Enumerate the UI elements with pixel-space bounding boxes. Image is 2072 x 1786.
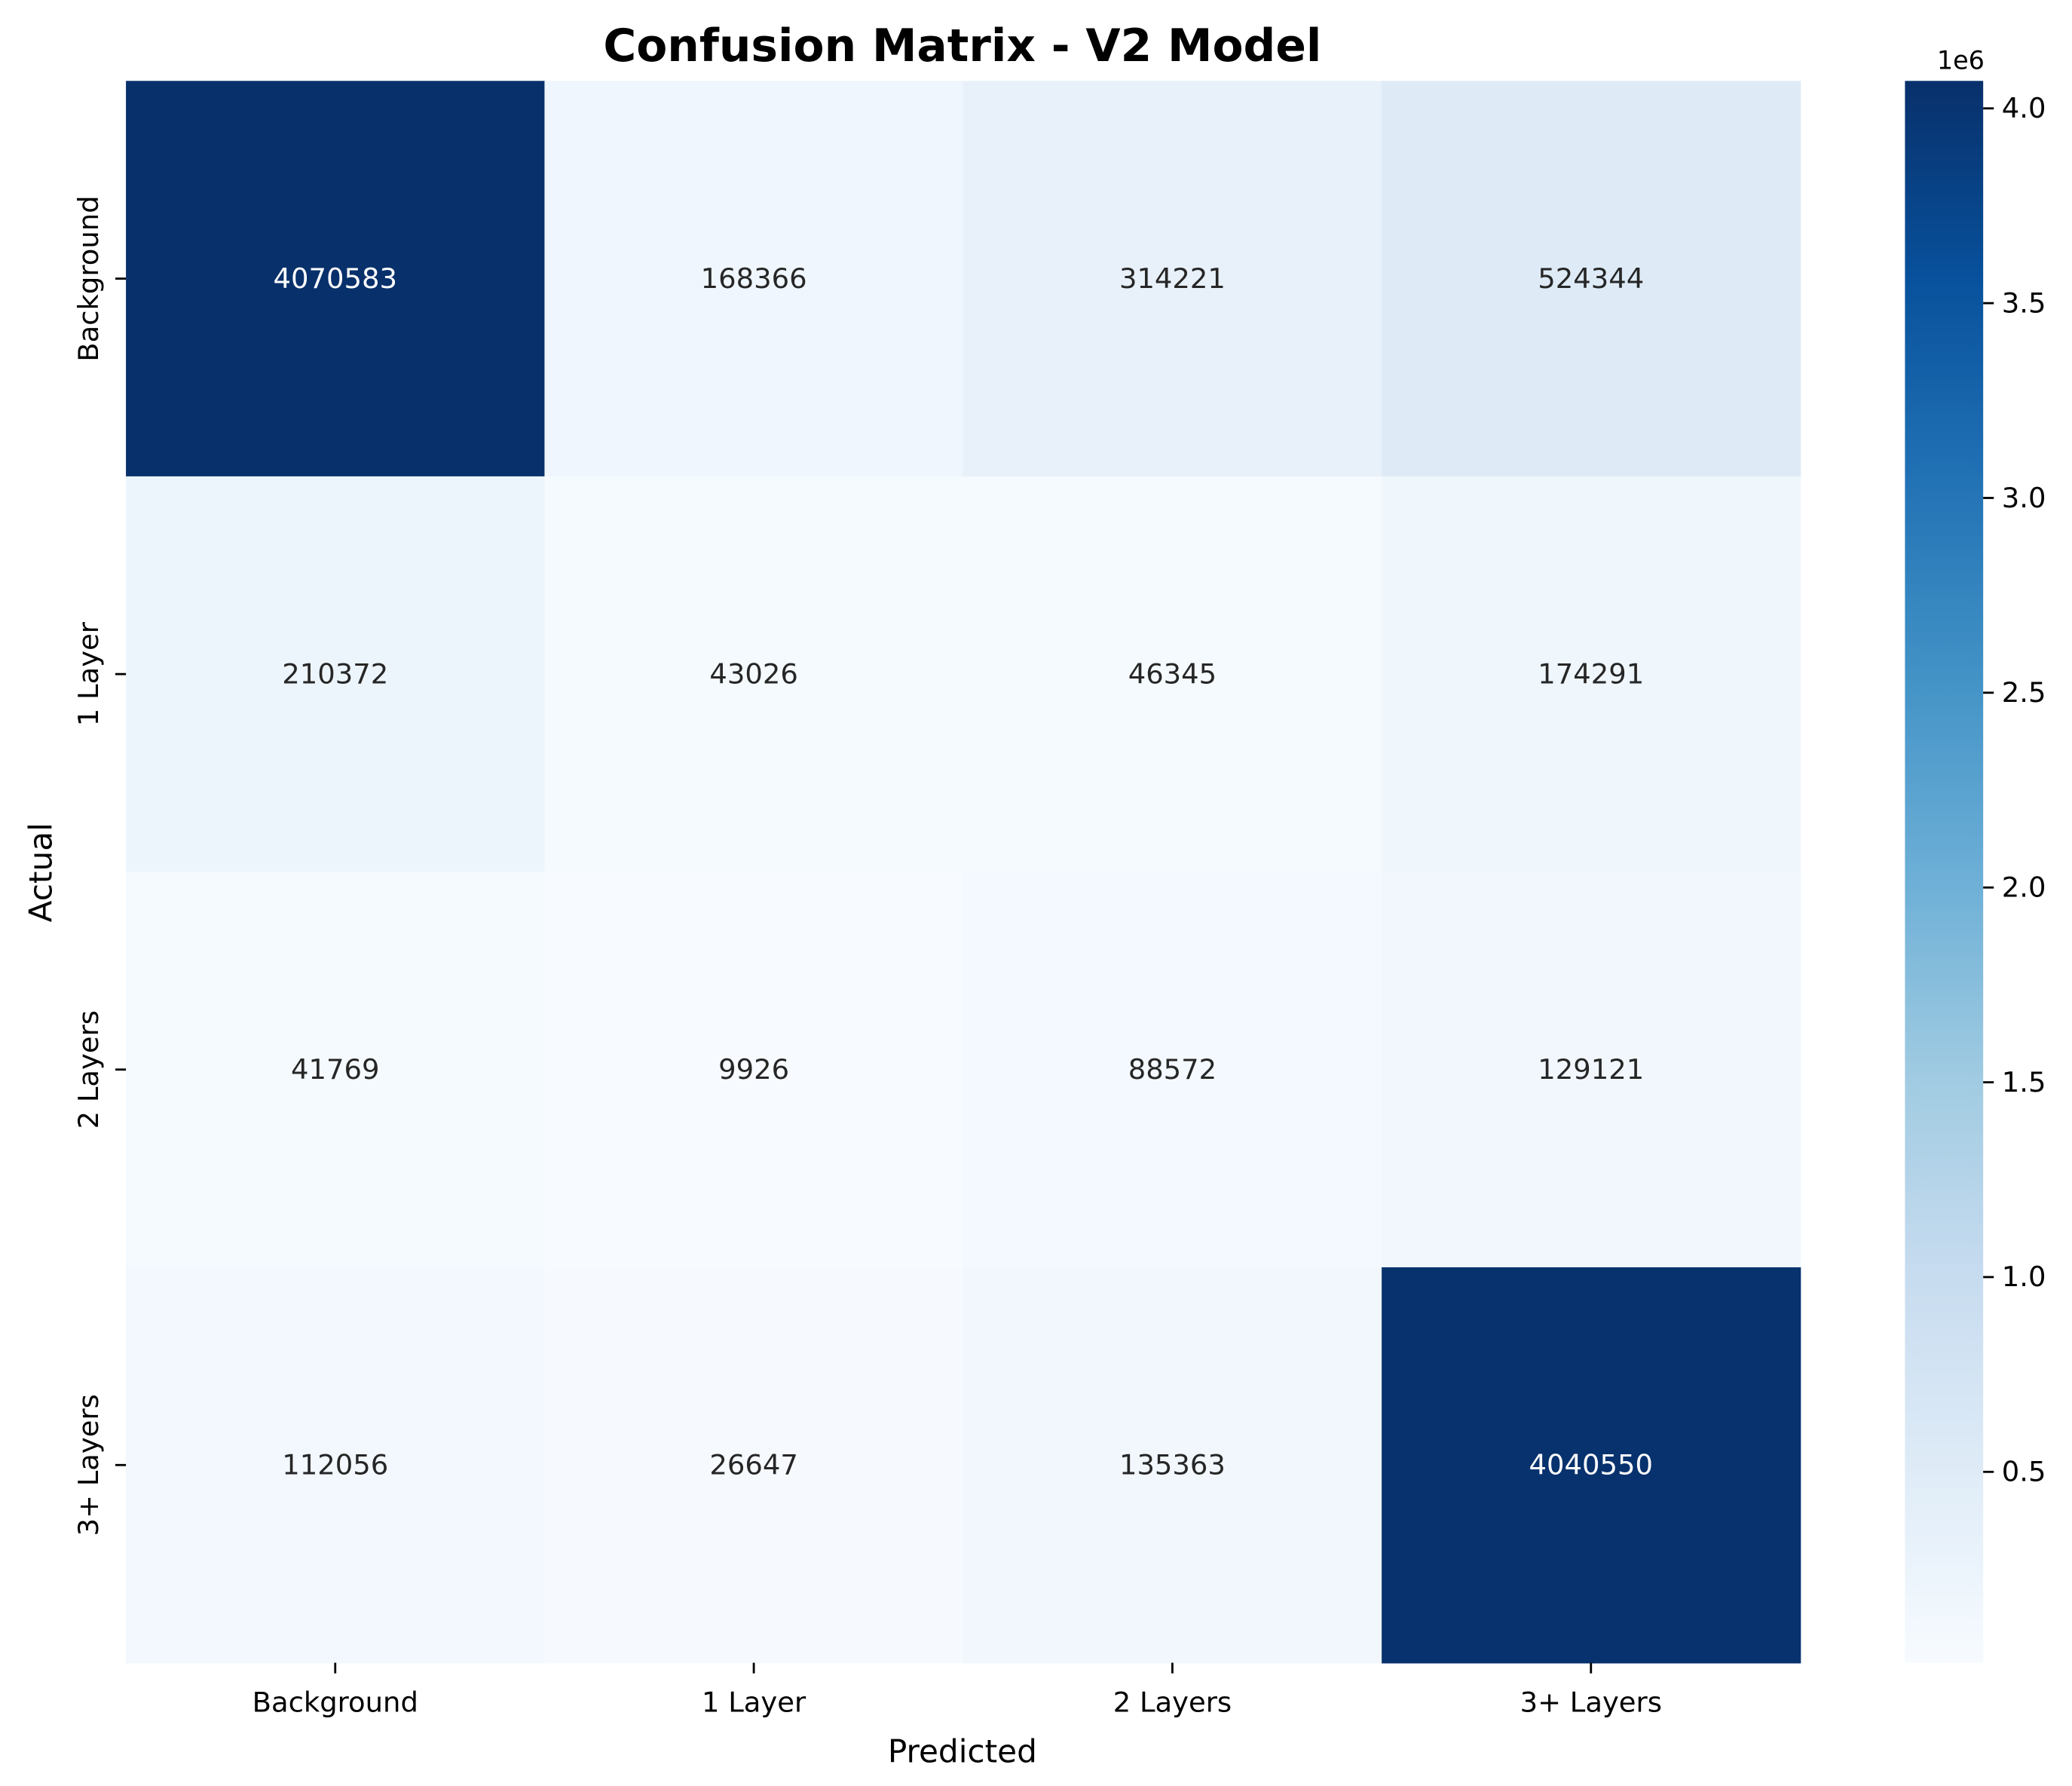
colorbar-tick-label: 2.0 — [2002, 872, 2046, 904]
colorbar-tick-label: 1.0 — [2002, 1261, 2046, 1293]
cell-value-label: 9926 — [718, 1053, 789, 1086]
heatmap-cell — [1382, 872, 1801, 1268]
x-tick-label: Background — [252, 1686, 418, 1719]
heatmap-cell — [126, 872, 546, 1268]
x-tick-label: 1 Layer — [702, 1686, 806, 1719]
colorbar-tick-label: 0.5 — [2002, 1456, 2046, 1488]
heatmap-cell — [126, 1267, 546, 1664]
colorbar-multiplier: 1e6 — [1937, 45, 1985, 75]
heatmap-cell — [963, 1267, 1382, 1664]
chart-title: Confusion Matrix - V2 Model — [603, 20, 1321, 72]
cell-value-label: 112056 — [282, 1449, 388, 1481]
heatmap-cell — [1382, 1267, 1801, 1664]
colorbar-tick-label: 1.5 — [2002, 1066, 2046, 1098]
heatmap-cell — [1382, 476, 1801, 873]
heatmap-cell — [544, 872, 964, 1268]
cell-value-label: 129121 — [1538, 1053, 1644, 1086]
cell-value-label: 174291 — [1538, 657, 1644, 690]
cell-value-label: 26647 — [709, 1449, 797, 1481]
heatmap-cell — [126, 81, 546, 477]
colorbar-tick-label: 3.0 — [2002, 482, 2046, 514]
heatmap-cell — [963, 81, 1382, 477]
heatmap-cell — [1382, 81, 1801, 477]
cell-value-label: 314221 — [1119, 262, 1226, 295]
colorbar: 1e6 0.5 1.0 1.5 2.0 2.5 3.0 3.5 4.0 — [1905, 45, 2046, 1663]
heatmap-cell — [544, 81, 964, 477]
cell-value-label: 41769 — [291, 1053, 379, 1086]
cell-value-label: 4040550 — [1529, 1449, 1653, 1481]
cell-value-label: 210372 — [282, 657, 388, 690]
cell-value-label: 168366 — [701, 262, 807, 295]
y-tick-label: 3+ Layers — [72, 1394, 105, 1536]
heatmap-cell — [544, 1267, 964, 1664]
colorbar-tick-label: 2.5 — [2002, 676, 2046, 709]
cell-value-label: 43026 — [709, 657, 797, 690]
x-axis-label: Predicted — [888, 1732, 1037, 1769]
cell-value-label: 4070583 — [274, 262, 397, 295]
colorbar-tick-label: 3.5 — [2002, 286, 2046, 319]
cell-value-label: 524344 — [1538, 262, 1644, 295]
colorbar-ticks: 0.5 1.0 1.5 2.0 2.5 3.0 3.5 4.0 — [1983, 92, 2046, 1488]
cell-value-label: 135363 — [1119, 1449, 1226, 1481]
heatmap-cells: 4070583 168366 314221 524344 210372 43026 4634… — [126, 81, 1801, 1664]
heatmap-cell — [126, 476, 546, 873]
x-tick-labels: Background 1 Layer 2 Layers 3+ Layers — [252, 1662, 1662, 1719]
y-tick-label: 2 Layers — [72, 1010, 105, 1129]
cell-value-label: 46345 — [1128, 657, 1217, 690]
heatmap-cell — [963, 476, 1382, 873]
y-tick-label: 1 Layer — [72, 621, 105, 726]
y-tick-label: Background — [72, 195, 105, 361]
y-axis-label: Actual — [23, 823, 60, 922]
heatmap-cell — [544, 476, 964, 873]
colorbar-gradient — [1905, 81, 1984, 1663]
cell-value-label: 88572 — [1128, 1053, 1217, 1086]
y-tick-labels: Background 1 Layer 2 Layers 3+ Layers — [72, 195, 127, 1536]
heatmap-cell — [963, 872, 1382, 1268]
x-tick-label: 2 Layers — [1113, 1686, 1232, 1719]
colorbar-tick-label: 4.0 — [2002, 92, 2046, 124]
x-tick-label: 3+ Layers — [1520, 1686, 1662, 1719]
